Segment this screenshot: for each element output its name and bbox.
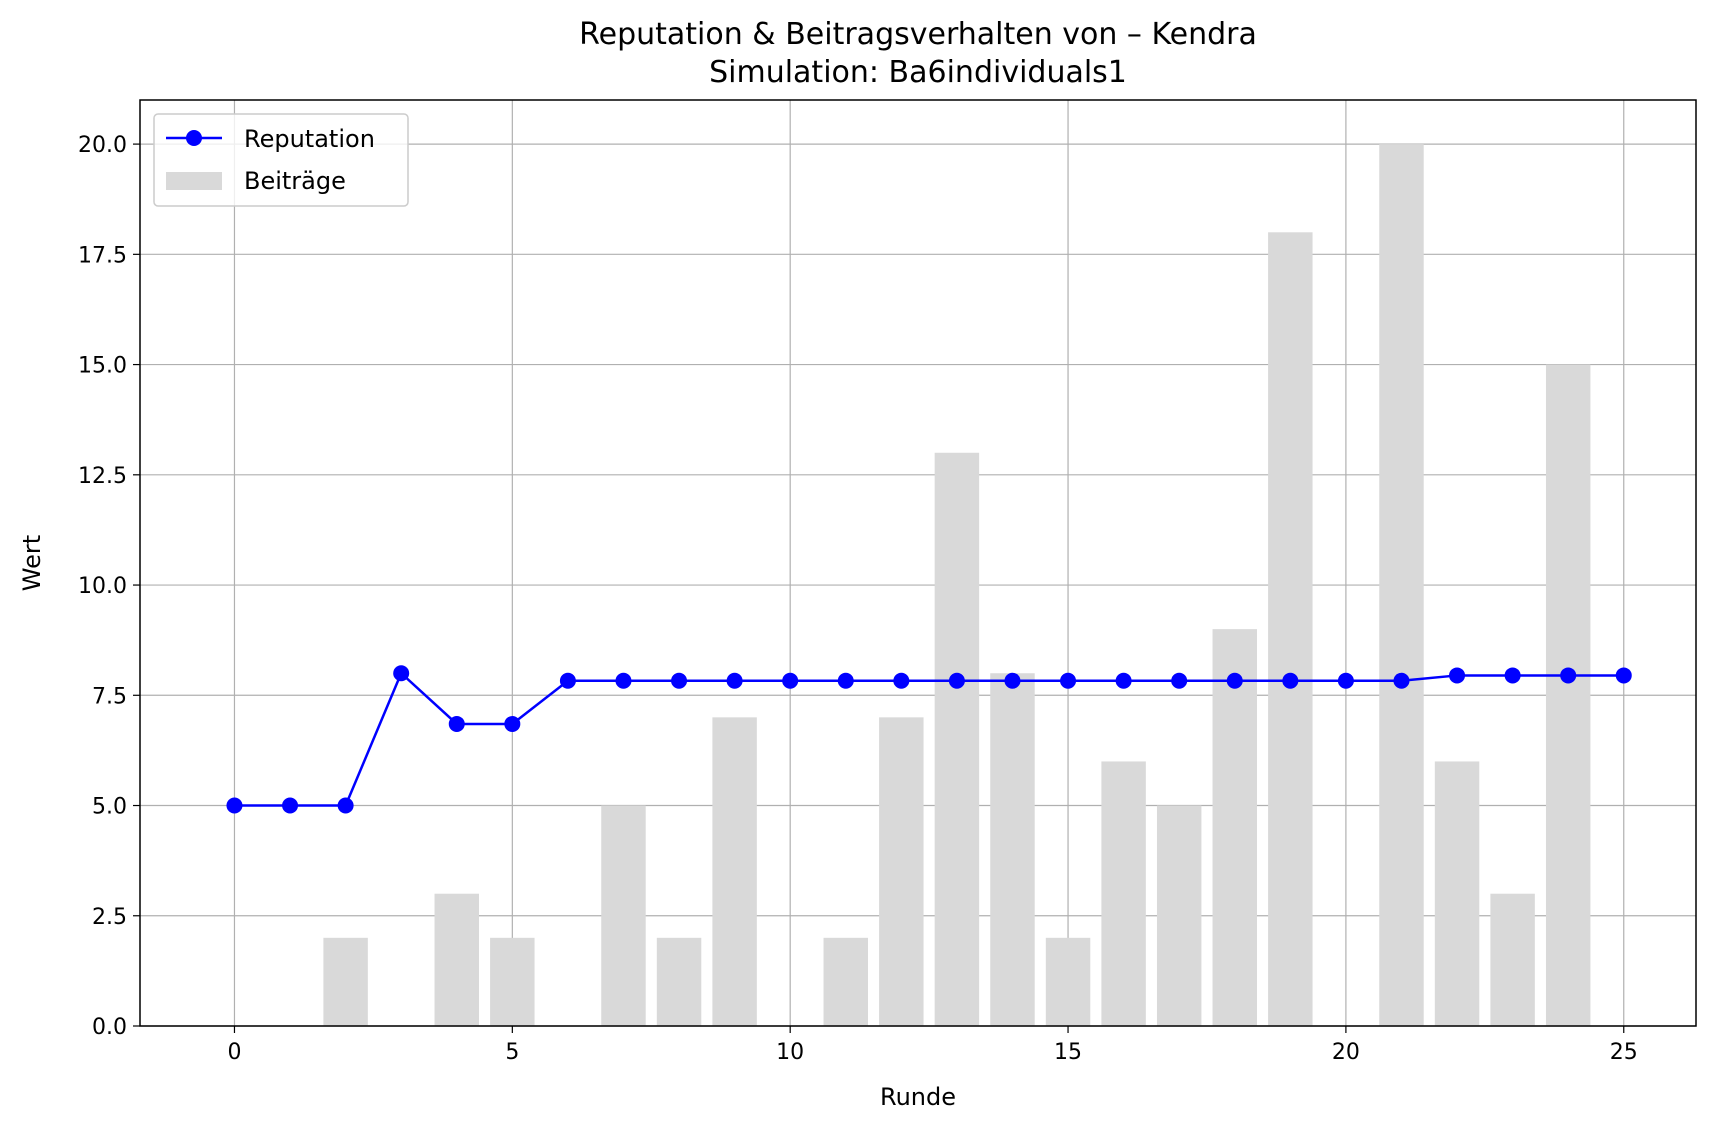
reputation-point — [559, 672, 576, 689]
bar-beitraege — [1268, 232, 1313, 1027]
legend-label-reputation: Reputation — [244, 125, 375, 153]
bar-beitraege — [823, 937, 868, 1026]
reputation-point — [1560, 667, 1577, 684]
legend-bar-swatch — [166, 172, 222, 190]
bar-beitraege — [323, 937, 368, 1026]
x-tick-label: 5 — [505, 1040, 519, 1065]
bars-beitraege — [323, 144, 1591, 1027]
reputation-point — [1393, 672, 1410, 689]
reputation-point — [726, 672, 743, 689]
reputation-point — [1337, 672, 1354, 689]
reputation-point — [615, 672, 632, 689]
reputation-point — [671, 672, 688, 689]
legend: Reputation Beiträge — [153, 113, 409, 207]
reputation-point — [893, 672, 910, 689]
chart-subtitle: Simulation: Ba6individuals1 — [709, 55, 1127, 90]
x-tick-label: 0 — [227, 1040, 241, 1065]
reputation-point — [282, 797, 299, 814]
bar-beitraege — [434, 893, 479, 1026]
x-tick-label: 25 — [1610, 1040, 1638, 1065]
y-tick-label: 7.5 — [92, 684, 127, 709]
reputation-point — [1282, 672, 1299, 689]
reputation-point — [1226, 672, 1243, 689]
bar-beitraege — [490, 937, 535, 1026]
reputation-series — [226, 665, 1632, 814]
reputation-point — [337, 797, 354, 814]
bar-beitraege — [1379, 144, 1424, 1027]
x-tick-label: 20 — [1332, 1040, 1360, 1065]
y-tick-label: 15.0 — [78, 354, 127, 379]
bar-beitraege — [601, 805, 646, 1026]
x-tick-label: 15 — [1054, 1040, 1082, 1065]
reputation-point — [504, 715, 521, 732]
reputation-point — [1060, 672, 1077, 689]
bar-beitraege — [656, 937, 702, 1026]
bar-beitraege — [934, 452, 980, 1026]
bar-beitraege — [1490, 893, 1535, 1026]
bar-beitraege — [1434, 761, 1480, 1026]
legend-marker-swatch — [186, 130, 202, 146]
y-tick-label: 20.0 — [78, 133, 127, 158]
reputation-line — [234, 671, 1624, 807]
reputation-point — [1449, 667, 1466, 684]
chart-title: Reputation & Beitragsverhalten von – Ken… — [579, 17, 1257, 52]
x-axis-label: Runde — [880, 1083, 956, 1111]
plot-frame — [139, 99, 1697, 1027]
reputation-point — [226, 797, 243, 814]
reputation-point — [1504, 667, 1521, 684]
reputation-point — [393, 665, 410, 682]
reputation-point — [448, 715, 465, 732]
y-tick-label: 2.5 — [92, 905, 127, 930]
reputation-point — [1115, 672, 1132, 689]
x-axis: 0 5 10 15 20 25 — [227, 1026, 1638, 1065]
bar-beitraege — [1045, 937, 1091, 1026]
y-axis-label: Wert — [18, 535, 46, 591]
bar-beitraege — [879, 717, 924, 1026]
bar-beitraege — [1545, 364, 1591, 1027]
reputation-point — [1615, 667, 1632, 684]
bar-beitraege — [1212, 629, 1257, 1026]
reputation-point — [837, 672, 854, 689]
reputation-point — [1171, 672, 1188, 689]
grid — [140, 100, 1696, 1027]
y-tick-label: 10.0 — [78, 574, 127, 599]
x-tick-label: 10 — [776, 1040, 804, 1065]
reputation-point — [1004, 672, 1021, 689]
y-tick-label: 12.5 — [78, 464, 127, 489]
bar-beitraege — [712, 717, 757, 1026]
y-axis: 0.0 2.5 5.0 7.5 10.0 12.5 15.0 17.5 20.0 — [78, 133, 140, 1040]
bar-beitraege — [1101, 761, 1146, 1026]
legend-label-beitraege: Beiträge — [244, 167, 346, 195]
reputation-point — [782, 672, 799, 689]
bar-beitraege — [990, 673, 1035, 1026]
bar-beitraege — [1156, 805, 1202, 1026]
y-tick-label: 17.5 — [78, 243, 127, 268]
y-tick-label: 5.0 — [92, 795, 127, 820]
y-tick-label: 0.0 — [92, 1015, 127, 1040]
reputation-point — [948, 672, 965, 689]
